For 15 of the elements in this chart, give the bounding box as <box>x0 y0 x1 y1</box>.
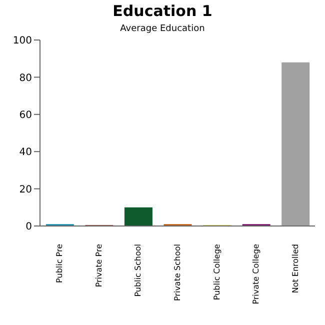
chart-title: Education 1 <box>112 1 214 20</box>
y-tick-label: 0 <box>26 222 32 233</box>
y-tick-label: 20 <box>19 184 32 196</box>
chart-subtitle: Average Education <box>119 24 206 34</box>
x-tick-label: Not Enrolled <box>290 244 300 294</box>
y-tick-label: 40 <box>19 147 32 158</box>
x-tick-label: Private School <box>173 244 182 301</box>
y-tick-label: 60 <box>19 110 32 121</box>
x-tick-label: Public Pre <box>55 244 64 283</box>
y-tick-label: 80 <box>19 72 32 84</box>
x-tick-label: Private College <box>252 244 261 304</box>
x-tick-label: Private Pre <box>94 244 104 288</box>
x-tick-label: Public School <box>134 244 143 297</box>
x-tick-label: Public College <box>212 244 222 300</box>
y-tick-label: 100 <box>12 36 32 47</box>
